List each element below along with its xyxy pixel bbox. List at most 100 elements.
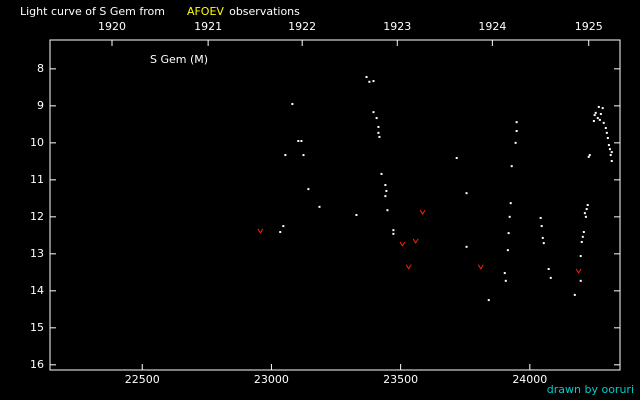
y-tick-label: 9 (37, 99, 44, 112)
data-point (579, 255, 582, 258)
data-point (514, 141, 517, 144)
x2-tick-label: 1923 (383, 20, 411, 33)
data-point (355, 213, 358, 216)
y-tick-label: 13 (30, 247, 44, 260)
title-segment: Light curve of S Gem from (20, 5, 165, 18)
data-point (510, 165, 513, 168)
data-point (610, 159, 613, 162)
data-point (386, 209, 389, 212)
data-point (506, 249, 509, 252)
title-segment: observations (229, 5, 300, 18)
upper-limit-marker (419, 209, 426, 215)
data-point (585, 208, 588, 211)
data-point (608, 148, 611, 151)
data-point (318, 205, 321, 208)
data-point (588, 154, 591, 157)
data-point (365, 75, 368, 78)
data-point (372, 80, 375, 83)
data-point (291, 103, 294, 106)
data-point (279, 231, 282, 234)
data-point (504, 279, 507, 282)
data-point (465, 192, 468, 195)
y-tick-label: 11 (30, 173, 44, 186)
x-tick-label: 23500 (383, 373, 418, 386)
data-point (540, 225, 543, 228)
data-point (541, 236, 544, 239)
y-tick-label: 16 (30, 358, 44, 371)
data-point (609, 154, 612, 157)
data-point (593, 114, 596, 117)
data-point (604, 127, 607, 130)
x2-tick-label: 1920 (98, 20, 126, 33)
data-point (284, 154, 287, 157)
data-point (599, 112, 602, 115)
data-point (297, 139, 300, 142)
data-point (368, 80, 371, 83)
data-point (384, 195, 387, 198)
data-point (594, 111, 597, 114)
y-tick-label: 8 (37, 62, 44, 75)
x-tick-label: 24000 (512, 373, 547, 386)
data-point (377, 125, 380, 128)
chart-title: Light curve of S Gem from AFOEV observatio… (20, 5, 300, 18)
upper-limit-marker (399, 241, 406, 247)
data-point (596, 117, 599, 120)
data-point (515, 130, 518, 133)
upper-limit-marker (477, 264, 484, 270)
data-point (385, 189, 388, 192)
data-point (583, 212, 586, 215)
data-point (573, 293, 576, 296)
data-point (509, 202, 512, 205)
data-point (602, 121, 605, 124)
title-segment: AFOEV (187, 5, 224, 18)
data-point (580, 240, 583, 243)
data-point (607, 144, 610, 147)
annotation: S Gem (M) (150, 53, 208, 66)
data-point (606, 137, 609, 140)
credit: drawn by ooruri (547, 383, 634, 396)
y-tick-label: 12 (30, 210, 44, 223)
y-tick-label: 10 (30, 136, 44, 149)
data-point (375, 117, 378, 120)
data-point (610, 151, 613, 154)
y-tick-label: 15 (30, 321, 44, 334)
data-point (597, 105, 600, 108)
data-point (372, 111, 375, 114)
data-point (377, 131, 380, 134)
data-point (592, 120, 595, 123)
upper-limit-marker (257, 228, 264, 234)
data-point (581, 235, 584, 238)
data-point (598, 118, 601, 121)
data-point (547, 268, 550, 271)
data-point (539, 216, 542, 219)
data-point (584, 215, 587, 218)
data-point (392, 229, 395, 232)
x2-tick-label: 1925 (575, 20, 603, 33)
data-point (455, 157, 458, 160)
data-point (380, 172, 383, 175)
data-point (300, 139, 303, 142)
upper-limit-marker (412, 238, 419, 244)
data-point (507, 232, 510, 235)
data-point (549, 276, 552, 279)
data-point (503, 272, 506, 275)
data-point (487, 299, 490, 302)
data-point (465, 245, 468, 248)
x-tick-label: 23000 (254, 373, 289, 386)
data-point (587, 155, 590, 158)
data-point (384, 184, 387, 187)
data-point (582, 231, 585, 234)
data-point (282, 225, 285, 228)
data-point (605, 131, 608, 134)
data-point (579, 279, 582, 282)
data-point (508, 215, 511, 218)
y-tick-label: 14 (30, 284, 44, 297)
upper-limit-marker (575, 268, 582, 274)
plot-frame (49, 39, 621, 371)
data-point (302, 154, 305, 157)
x2-tick-label: 1922 (288, 20, 316, 33)
data-point (392, 232, 395, 235)
x2-tick-label: 1921 (194, 20, 222, 33)
data-point (515, 121, 518, 124)
